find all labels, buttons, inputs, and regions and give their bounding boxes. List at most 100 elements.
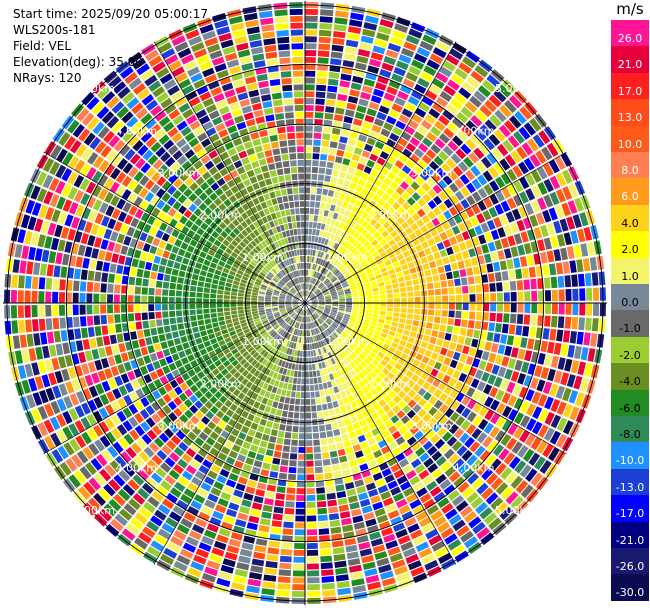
range-gate bbox=[551, 303, 558, 315]
range-gate bbox=[51, 357, 60, 371]
range-gate bbox=[159, 375, 169, 385]
range-gate bbox=[465, 356, 474, 366]
range-gate bbox=[483, 138, 495, 151]
range-gate bbox=[542, 443, 554, 458]
range-gate bbox=[328, 273, 334, 279]
range-gate bbox=[488, 517, 502, 531]
range-gate bbox=[332, 332, 339, 338]
range-gate bbox=[366, 108, 377, 117]
range-gate bbox=[476, 527, 491, 540]
range-gate bbox=[21, 245, 30, 259]
range-gate bbox=[308, 292, 313, 298]
range-gate bbox=[115, 185, 126, 197]
range-gate bbox=[226, 163, 236, 173]
range-gate bbox=[144, 191, 155, 203]
range-gate bbox=[246, 389, 254, 398]
range-gate bbox=[133, 455, 145, 468]
range-gate bbox=[387, 307, 394, 312]
range-gate bbox=[263, 574, 277, 582]
range-gate bbox=[340, 321, 347, 327]
range-gate bbox=[10, 289, 17, 303]
range-gate bbox=[81, 207, 92, 220]
range-gate bbox=[211, 56, 225, 66]
range-gate bbox=[336, 149, 345, 157]
range-gate bbox=[165, 355, 174, 364]
range-gate bbox=[394, 362, 402, 371]
range-gate bbox=[78, 376, 88, 389]
range-gate bbox=[522, 448, 535, 462]
range-gate bbox=[277, 583, 291, 590]
range-gate bbox=[183, 512, 196, 523]
range-gate bbox=[300, 283, 303, 290]
range-gate bbox=[99, 202, 109, 214]
range-gate bbox=[332, 37, 345, 46]
range-gate bbox=[486, 472, 499, 486]
range-gate bbox=[308, 364, 313, 371]
range-gate bbox=[231, 428, 240, 437]
range-gate bbox=[176, 283, 183, 291]
range-gate bbox=[372, 291, 379, 296]
range-gate bbox=[330, 312, 337, 317]
range-gate bbox=[466, 411, 477, 423]
range-gate bbox=[279, 295, 286, 298]
range-gate bbox=[520, 484, 534, 499]
range-gate bbox=[113, 243, 122, 254]
range-gate bbox=[288, 273, 293, 280]
range-gate bbox=[420, 71, 434, 83]
range-gate bbox=[245, 209, 253, 217]
range-gate bbox=[38, 277, 46, 290]
range-gate bbox=[218, 32, 232, 42]
range-gate bbox=[503, 303, 510, 313]
range-gate bbox=[270, 281, 277, 286]
range-gate bbox=[427, 188, 437, 199]
range-gate bbox=[579, 303, 586, 316]
range-gate bbox=[59, 317, 67, 329]
range-gate bbox=[414, 290, 421, 297]
range-gate bbox=[147, 382, 157, 392]
range-gate bbox=[104, 417, 115, 430]
range-gate bbox=[370, 443, 380, 452]
range-gate bbox=[228, 472, 239, 482]
range-gate bbox=[230, 169, 239, 179]
range-gate bbox=[242, 237, 250, 245]
range-gate bbox=[315, 264, 320, 271]
range-gate bbox=[307, 584, 320, 591]
range-gate bbox=[314, 384, 319, 391]
range-gate bbox=[227, 434, 237, 443]
range-gate bbox=[222, 251, 230, 259]
range-gate bbox=[266, 313, 273, 318]
range-gate bbox=[145, 405, 156, 416]
range-gate bbox=[260, 340, 267, 346]
range-gate bbox=[336, 199, 344, 207]
range-gate bbox=[299, 336, 302, 343]
range-gate bbox=[232, 262, 240, 269]
range-gate bbox=[371, 124, 382, 134]
range-gate bbox=[339, 277, 346, 283]
range-gate bbox=[312, 278, 316, 285]
range-gate bbox=[219, 395, 228, 404]
range-gate bbox=[446, 325, 454, 333]
range-gate bbox=[320, 285, 326, 290]
range-gate bbox=[226, 364, 234, 372]
range-gate bbox=[262, 248, 269, 255]
range-gate bbox=[326, 381, 333, 388]
range-gate bbox=[79, 466, 92, 480]
range-gate bbox=[365, 288, 372, 293]
range-gate bbox=[252, 342, 260, 349]
range-gate bbox=[306, 467, 314, 474]
range-gate bbox=[468, 347, 477, 357]
range-gate bbox=[81, 431, 92, 445]
range-gate bbox=[465, 138, 477, 151]
range-gate bbox=[311, 235, 316, 242]
range-gate bbox=[250, 508, 261, 517]
range-gate bbox=[386, 409, 396, 419]
range-gate bbox=[165, 332, 173, 340]
range-gate bbox=[394, 298, 401, 303]
range-gate bbox=[319, 284, 325, 290]
range-gate bbox=[56, 429, 68, 444]
range-gate bbox=[326, 492, 336, 500]
range-gate bbox=[346, 324, 353, 330]
range-gate bbox=[279, 337, 285, 344]
range-gate bbox=[437, 354, 445, 363]
range-gate bbox=[182, 342, 190, 350]
